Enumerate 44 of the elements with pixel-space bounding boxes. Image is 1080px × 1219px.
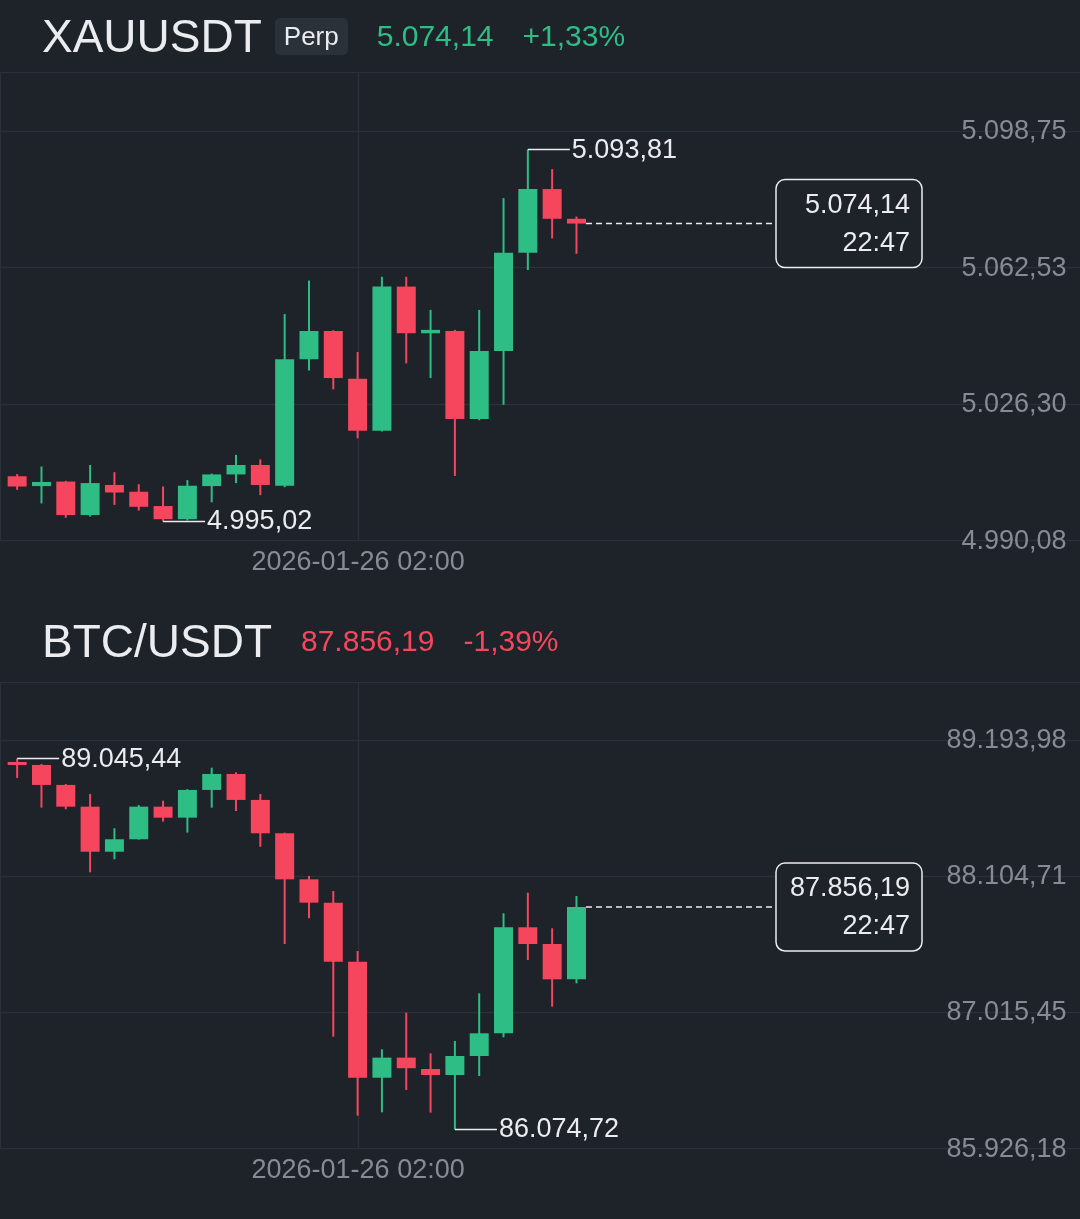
x-tick-label: 2026-01-26 02:00 — [251, 1153, 465, 1184]
y-tick-label: 4.990,08 — [961, 524, 1067, 555]
y-tick-label: 5.026,30 — [961, 388, 1067, 419]
candlestick — [31, 465, 51, 505]
y-tick-label: 87.015,45 — [946, 996, 1067, 1027]
candlestick — [469, 992, 489, 1077]
candlestick — [7, 757, 27, 779]
candlestick — [226, 453, 246, 485]
ref-line-label: 87.856,19 22:47 — [789, 872, 910, 941]
candlestick — [250, 458, 270, 497]
candlestick — [372, 1048, 392, 1114]
chart-title: BTC/USDT — [42, 614, 272, 668]
y-tick-label: 89.193,98 — [946, 724, 1067, 755]
text: 87.856,19 — [301, 624, 435, 658]
y-tick-label: 5.098,75 — [961, 115, 1067, 146]
candlestick — [104, 471, 124, 506]
candlestick — [104, 827, 124, 861]
candlestick — [202, 766, 222, 809]
annotation: 4.995,02 — [207, 505, 313, 536]
y-tick-label: 5.062,53 — [961, 251, 1067, 282]
y-tick-label: 88.104,71 — [946, 860, 1067, 891]
candlestick — [153, 485, 173, 523]
y-tick-label: 85.926,18 — [946, 1132, 1067, 1163]
text: 5.074,14 — [376, 19, 494, 53]
annotation: 86.074,72 — [498, 1113, 620, 1144]
annotation: 89.045,44 — [61, 742, 182, 773]
candlestick — [518, 891, 538, 961]
x-tick-label: 2026-01-26 02:00 — [251, 545, 465, 576]
candlestick — [153, 799, 173, 823]
candlestick — [396, 1011, 416, 1091]
chart-title: XAUUSDT — [42, 9, 262, 63]
candlestick — [299, 874, 319, 920]
text: +1,33% — [522, 19, 626, 53]
candlestick — [421, 1052, 441, 1114]
candlestick — [445, 1040, 465, 1131]
candlestick — [129, 483, 149, 512]
chart-subtitle: Perp — [274, 17, 348, 55]
candlestick — [56, 783, 76, 811]
candlestick — [202, 472, 222, 504]
candlestick — [566, 215, 586, 255]
candlestick — [31, 762, 51, 809]
text: -1,39% — [463, 624, 559, 658]
ref-line-label: 5.074,14 22:47 — [804, 188, 910, 257]
annotation: 5.093,81 — [571, 133, 677, 164]
